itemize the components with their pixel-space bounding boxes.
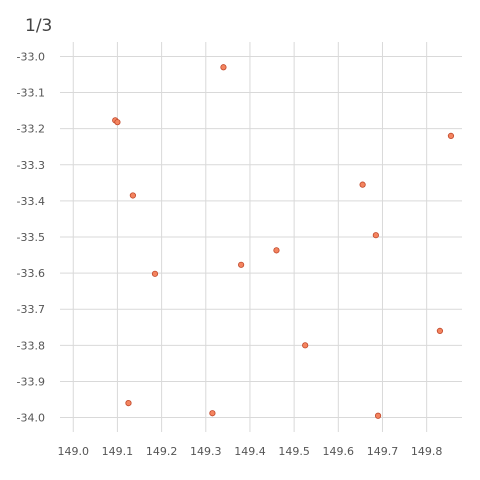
data-point — [238, 261, 245, 268]
y-tick-label: -33.9 — [17, 375, 45, 388]
y-tick-label: -33.6 — [17, 267, 45, 280]
y-tick-label: -33.7 — [17, 303, 45, 316]
data-point — [447, 132, 455, 139]
y-tick-label: -33.3 — [17, 159, 45, 172]
x-tick-label: 149.3 — [190, 445, 222, 458]
data-point — [151, 270, 159, 277]
data-point — [209, 410, 216, 417]
x-tick-label: 149.1 — [102, 445, 134, 458]
y-tick-label: -33.5 — [17, 231, 45, 244]
data-point — [273, 247, 280, 254]
y-tick-label: -34.0 — [17, 412, 45, 425]
data-point — [436, 327, 444, 334]
data-point — [302, 342, 309, 349]
data-point — [125, 400, 132, 407]
chart-title: 1/3 — [25, 16, 53, 36]
x-tick-label: 149.5 — [278, 445, 310, 458]
data-point — [220, 64, 227, 71]
data-point — [114, 119, 121, 126]
x-tick-label: 149.6 — [323, 445, 355, 458]
y-tick-label: -33.8 — [17, 339, 45, 352]
data-point — [129, 192, 136, 199]
x-tick-label: 149.4 — [234, 445, 266, 458]
y-tick-label: -33.2 — [17, 123, 45, 136]
y-tick-label: -33.0 — [17, 50, 45, 63]
data-point — [374, 412, 382, 419]
y-tick-label: -33.4 — [17, 195, 45, 208]
x-tick-label: 149.8 — [411, 445, 443, 458]
x-tick-label: 149.7 — [367, 445, 399, 458]
data-point — [359, 181, 366, 188]
y-tick-label: -33.1 — [17, 87, 45, 100]
data-point — [372, 232, 379, 239]
x-tick-label: 149.2 — [146, 445, 178, 458]
x-tick-label: 149.0 — [58, 445, 90, 458]
